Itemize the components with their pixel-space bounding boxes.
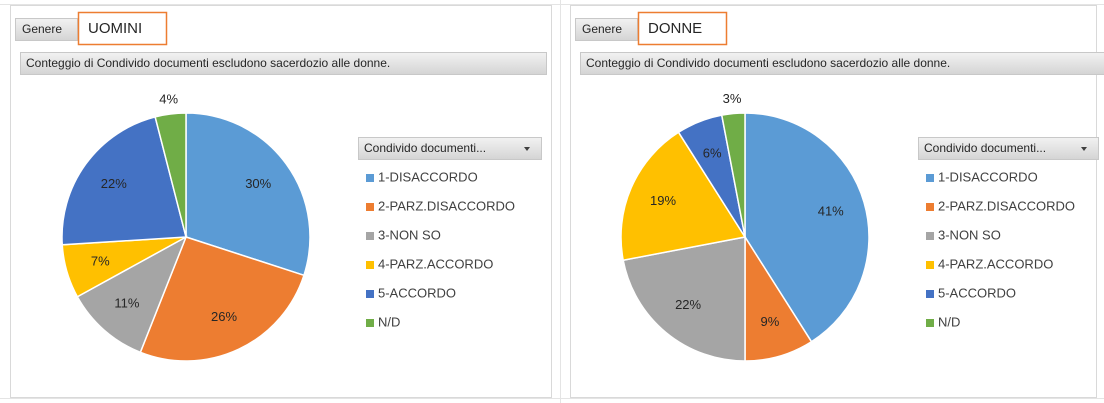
data-label: 22% bbox=[675, 297, 701, 312]
legend-swatch bbox=[926, 290, 934, 298]
filter-label: Genere bbox=[582, 22, 622, 36]
legend-swatch bbox=[926, 174, 934, 182]
title-bar bbox=[580, 52, 1104, 75]
legend-swatch bbox=[926, 261, 934, 269]
filter-value-box bbox=[637, 11, 728, 46]
legend-swatch bbox=[366, 174, 374, 182]
data-label: 6% bbox=[703, 145, 722, 160]
filter-value: UOMINI bbox=[88, 20, 142, 37]
legend-header[interactable] bbox=[358, 137, 542, 160]
filter-button[interactable] bbox=[15, 18, 78, 41]
legend-label: 3-NON SO bbox=[938, 227, 1001, 242]
dropdown-arrow bbox=[524, 147, 530, 151]
legend-label: 1-DISACCORDO bbox=[938, 169, 1038, 184]
dropdown-arrow bbox=[1081, 147, 1087, 151]
data-label: 11% bbox=[114, 295, 139, 310]
title-bar bbox=[20, 52, 547, 75]
chart-title: Conteggio di Condivido documenti escludo… bbox=[26, 56, 390, 70]
data-label: 30% bbox=[245, 176, 271, 191]
data-label: 26% bbox=[211, 309, 237, 324]
legend-swatch bbox=[926, 203, 934, 211]
legend-title: Condivido documenti... bbox=[364, 141, 486, 155]
legend-label: 2-PARZ.DISACCORDO bbox=[378, 198, 515, 213]
data-label: 7% bbox=[91, 253, 110, 268]
legend-swatch bbox=[366, 261, 374, 269]
chart-title: Conteggio di Condivido documenti escludo… bbox=[586, 56, 950, 70]
pie-slice bbox=[154, 112, 187, 238]
legend-swatch bbox=[366, 232, 374, 240]
legend-label: 5-ACCORDO bbox=[938, 285, 1016, 300]
legend-title: Condivido documenti... bbox=[924, 141, 1046, 155]
legend-swatch bbox=[366, 319, 374, 327]
pie-slice bbox=[620, 131, 747, 262]
data-label: 22% bbox=[101, 176, 127, 191]
pie-slice bbox=[185, 112, 311, 277]
data-label: 19% bbox=[650, 193, 676, 208]
filter-button[interactable] bbox=[575, 18, 638, 41]
legend-label: N/D bbox=[378, 314, 400, 329]
filter-label: Genere bbox=[22, 22, 62, 36]
legend-header[interactable] bbox=[918, 137, 1099, 160]
legend-swatch bbox=[366, 203, 374, 211]
legend-label: 1-DISACCORDO bbox=[378, 169, 478, 184]
legend-swatch bbox=[926, 232, 934, 240]
legend-label: 4-PARZ.ACCORDO bbox=[938, 256, 1053, 271]
legend-label: 2-PARZ.DISACCORDO bbox=[938, 198, 1075, 213]
pie-slice bbox=[61, 115, 187, 246]
data-label: 41% bbox=[818, 204, 844, 219]
data-label: 9% bbox=[761, 314, 780, 329]
pie-slice bbox=[139, 236, 305, 362]
filter-value-box bbox=[77, 11, 168, 46]
filter-value: DONNE bbox=[648, 20, 702, 37]
legend-label: 3-NON SO bbox=[378, 227, 441, 242]
pie-slice bbox=[76, 235, 188, 354]
legend-swatch bbox=[926, 319, 934, 327]
data-label: 3% bbox=[723, 91, 742, 106]
legend-swatch bbox=[366, 290, 374, 298]
legend-label: 5-ACCORDO bbox=[378, 285, 456, 300]
legend-label: N/D bbox=[938, 314, 960, 329]
legend-label: 4-PARZ.ACCORDO bbox=[378, 256, 493, 271]
pie-slice bbox=[720, 112, 746, 238]
data-label: 4% bbox=[159, 92, 178, 107]
pie-slice bbox=[622, 236, 746, 362]
